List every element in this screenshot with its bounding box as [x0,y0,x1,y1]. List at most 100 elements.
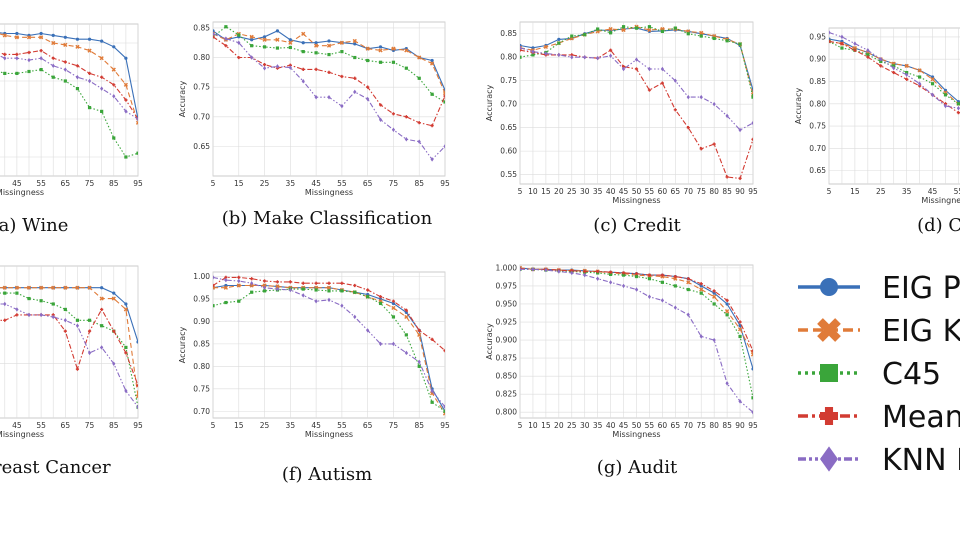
data-point-eig_k [87,285,92,290]
y-tick-label: 0.85 [809,77,826,86]
y-tick-label: 0.80 [193,53,210,62]
x-tick-label: 50 [632,187,642,196]
data-point-eig_p [112,45,116,49]
data-point-mean [63,60,67,64]
x-tick-label: 20 [554,421,564,430]
data-point-knn [673,305,677,310]
data-point-mean [340,74,344,79]
data-point-c45 [237,33,241,37]
data-point-eig_k [14,285,19,290]
plot-area [0,265,139,419]
data-point-c45 [751,95,753,99]
x-tick-label: 45 [12,179,22,188]
data-point-mean [430,124,434,128]
data-point-eig_p [75,37,80,41]
x-tick-label: 80 [709,187,719,196]
data-point-eig_p [712,291,716,295]
data-point-c45 [621,25,626,29]
series-c45 [0,68,138,159]
data-point-knn [15,55,19,61]
data-point-knn [609,280,613,285]
data-point-mean [853,48,857,52]
data-point-knn [340,303,344,308]
data-point-mean [686,277,690,281]
data-point-mean [366,288,370,292]
data-point-c45 [725,313,729,317]
data-point-eig_k [404,314,409,320]
data-point-c45 [404,333,408,337]
x-tick-label: 95 [133,179,143,188]
data-point-knn [430,388,434,394]
data-point-eig_p [314,41,318,45]
data-point-eig_k [51,285,56,290]
data-point-mean [353,76,357,80]
data-point-c45 [75,318,80,322]
data-point-knn [557,52,561,58]
x-tick-label: 25 [876,187,886,196]
data-point-mean [443,94,445,98]
data-point-eig_k [314,43,319,48]
y-tick-label: 0.825 [496,390,518,399]
data-point-eig_k [2,285,7,290]
data-point-knn [943,103,948,109]
plot-area [828,27,960,185]
data-point-eig_k [87,48,92,53]
data-point-eig_k [249,283,254,288]
data-point-mean [430,337,434,341]
data-point-mean [15,313,19,317]
data-point-knn [596,55,600,61]
data-point-c45 [956,102,960,106]
data-point-c45 [288,45,292,50]
data-point-mean [725,175,729,179]
data-point-mean [39,49,43,53]
data-point-c45 [301,287,305,291]
x-tick-label: 55 [36,421,46,430]
data-point-mean [301,67,305,71]
data-point-c45 [15,71,19,75]
data-point-c45 [430,400,434,404]
data-point-c45 [583,33,587,37]
data-point-knn [647,294,652,299]
data-point-knn [417,359,421,365]
data-point-eig_k [391,305,396,311]
data-point-knn [853,41,857,46]
x-tick-label: 15 [234,179,244,188]
data-point-mean [275,280,280,284]
chart-panel-audit: 5 10 15 20 25 30 35 40 45 50 55 60 65 70 75 80 85 90 95 0.8… [485,263,758,478]
x-axis-label: Missingness [305,430,353,439]
series-knn [520,267,753,415]
data-point-c45 [366,295,370,299]
x-tick-label: 45 [619,187,629,196]
y-tick-label: 0.75 [193,384,210,393]
data-point-eig_p [100,39,104,43]
x-tick-label: 15 [541,187,551,196]
data-point-c45 [660,280,664,284]
x-tick-label: 5 [211,179,216,188]
data-point-c45 [250,290,254,294]
legend-marker-mean [820,407,838,425]
data-point-knn [3,55,7,61]
data-point-mean [738,320,742,324]
data-point-c45 [751,396,753,400]
data-point-c45 [314,288,318,292]
data-point-mean [327,70,331,74]
x-tick-label: 5 [518,187,523,196]
legend-marker-c45 [820,364,838,382]
data-point-knn [930,92,935,98]
data-point-knn [686,312,690,318]
data-point-knn [327,94,331,100]
data-point-eig_k [621,27,626,33]
data-point-mean [87,329,92,333]
y-tick-label: 0.70 [193,407,210,416]
x-tick-label: 95 [748,187,758,196]
data-point-eig_p [327,39,331,43]
data-point-c45 [596,27,600,31]
data-point-knn [213,31,215,37]
data-point-knn [3,301,7,307]
data-point-mean [301,281,305,285]
data-point-mean [699,282,703,286]
data-point-knn [87,78,92,84]
data-point-mean [725,298,729,302]
data-point-c45 [124,155,128,159]
data-point-knn [621,66,626,72]
